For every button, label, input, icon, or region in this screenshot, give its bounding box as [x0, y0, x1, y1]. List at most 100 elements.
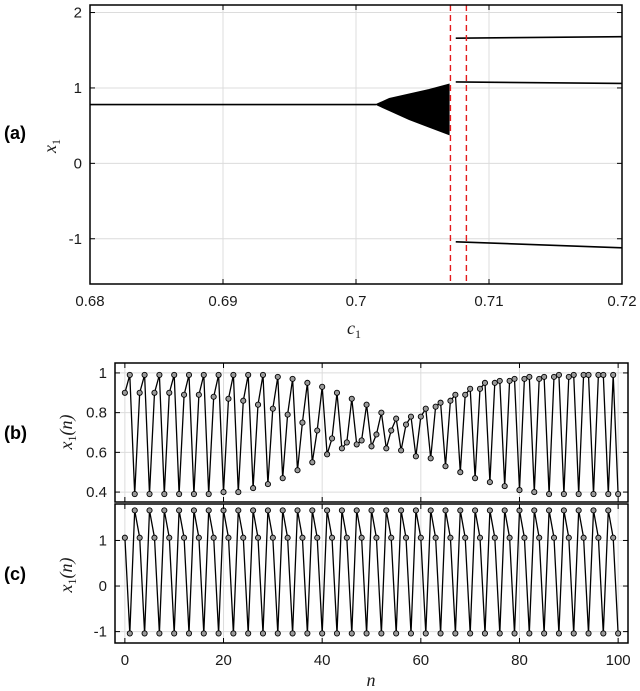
data-point-c [151, 534, 158, 541]
panel-label-a: (a) [4, 123, 26, 143]
data-point-c [338, 507, 345, 514]
data-point-c [259, 630, 267, 637]
data-point-b [161, 491, 168, 498]
grid-a [89, 5, 623, 284]
data-point-c [476, 534, 484, 541]
axes-box-b [114, 362, 629, 503]
data-point-b [250, 485, 257, 492]
data-point-b [491, 379, 498, 386]
data-point-c [141, 630, 148, 637]
data-point-b [496, 377, 503, 384]
data-point-c [427, 507, 434, 514]
data-point-b [185, 371, 193, 378]
data-point-c [254, 534, 262, 541]
data-point-c [383, 507, 390, 514]
tick-label-x-c: 80 [511, 652, 528, 669]
data-point-b [348, 395, 355, 402]
data-point-c [615, 630, 622, 637]
data-point-c [531, 507, 538, 514]
tick-label-x-c: 100 [606, 652, 631, 669]
data-point-b [378, 409, 385, 416]
data-point-b [590, 491, 597, 498]
data-point-c [541, 630, 548, 637]
data-point-b [467, 385, 474, 392]
data-point-b [245, 371, 252, 378]
data-point-b [264, 481, 271, 488]
data-point-b [600, 371, 607, 378]
data-point-c [215, 630, 222, 637]
data-point-c [264, 507, 271, 514]
tick-label-x-a: 0.71 [474, 293, 503, 310]
branch-line-3 [455, 81, 623, 85]
data-point-b [447, 397, 454, 404]
data-point-b [215, 371, 222, 378]
data-point-b [328, 435, 336, 442]
data-point-c [590, 507, 597, 514]
tick-label-y-c: -1 [94, 624, 107, 641]
tick-label-x-c: 20 [215, 652, 232, 669]
data-point-c [452, 630, 459, 637]
data-point-c [176, 507, 183, 514]
data-point-c [294, 507, 301, 514]
data-point-b [353, 441, 360, 448]
panel-label-b: (b) [4, 423, 27, 443]
data-point-c [511, 630, 518, 637]
data-point-b [550, 373, 558, 380]
data-point-b [536, 375, 543, 382]
data-point-b [240, 397, 247, 404]
data-point-c [398, 507, 405, 514]
data-point-b [235, 489, 242, 496]
data-point-c [506, 534, 513, 541]
data-point-c [501, 507, 508, 514]
tick-label-y-a: 2 [74, 5, 82, 22]
data-point-b [437, 399, 444, 406]
tick-label-y-b: 0.4 [86, 484, 107, 501]
tick-label-y-a: 1 [74, 80, 82, 97]
data-point-c [565, 534, 572, 541]
tick-label-y-b: 0.6 [86, 444, 107, 461]
data-point-b [481, 379, 489, 386]
data-point-b [427, 455, 434, 462]
data-point-c [432, 534, 439, 541]
data-point-c [156, 630, 163, 637]
data-point-b [526, 373, 533, 380]
data-b [121, 371, 622, 498]
data-point-b [131, 491, 138, 498]
data-point-c [328, 534, 336, 541]
data-point-c [289, 630, 296, 637]
data-point-c [240, 534, 247, 541]
data-point-c [447, 534, 454, 541]
data-point-c [126, 630, 133, 637]
data-c [121, 507, 622, 637]
data-point-c [388, 534, 395, 541]
data-point-c [407, 630, 415, 637]
data-point-c [250, 507, 257, 514]
data-point-b [181, 391, 188, 398]
data-point-b [156, 371, 163, 378]
data-point-c [358, 534, 365, 541]
panel-a: 0.68 0.69 0.7 0.71 0.72 -1 0 1 2 (a) x1 c1 [4, 4, 637, 341]
data-point-c [146, 507, 153, 514]
tick-label-x-a: 0.68 [75, 293, 104, 310]
data-point-c [343, 534, 350, 541]
data-point-b [254, 401, 262, 408]
data-point-b [166, 389, 173, 396]
data-point-c [309, 507, 316, 514]
y-axis-label-c: x1(n) [56, 558, 79, 594]
data-point-b [417, 413, 424, 420]
data-point-b [333, 389, 341, 396]
data-point-b [388, 427, 395, 434]
data-point-c [481, 630, 489, 637]
data-point-b [521, 375, 528, 382]
data-point-c [402, 534, 410, 541]
data-point-c [279, 507, 286, 514]
tick-label-x-a: 0.72 [607, 293, 636, 310]
data-point-b [555, 371, 562, 378]
data-point-c [600, 630, 607, 637]
data-point-b [615, 491, 622, 498]
data-point-c [560, 507, 567, 514]
data-point-b [230, 371, 237, 378]
data-point-c [373, 534, 380, 541]
data-point-c [521, 534, 528, 541]
